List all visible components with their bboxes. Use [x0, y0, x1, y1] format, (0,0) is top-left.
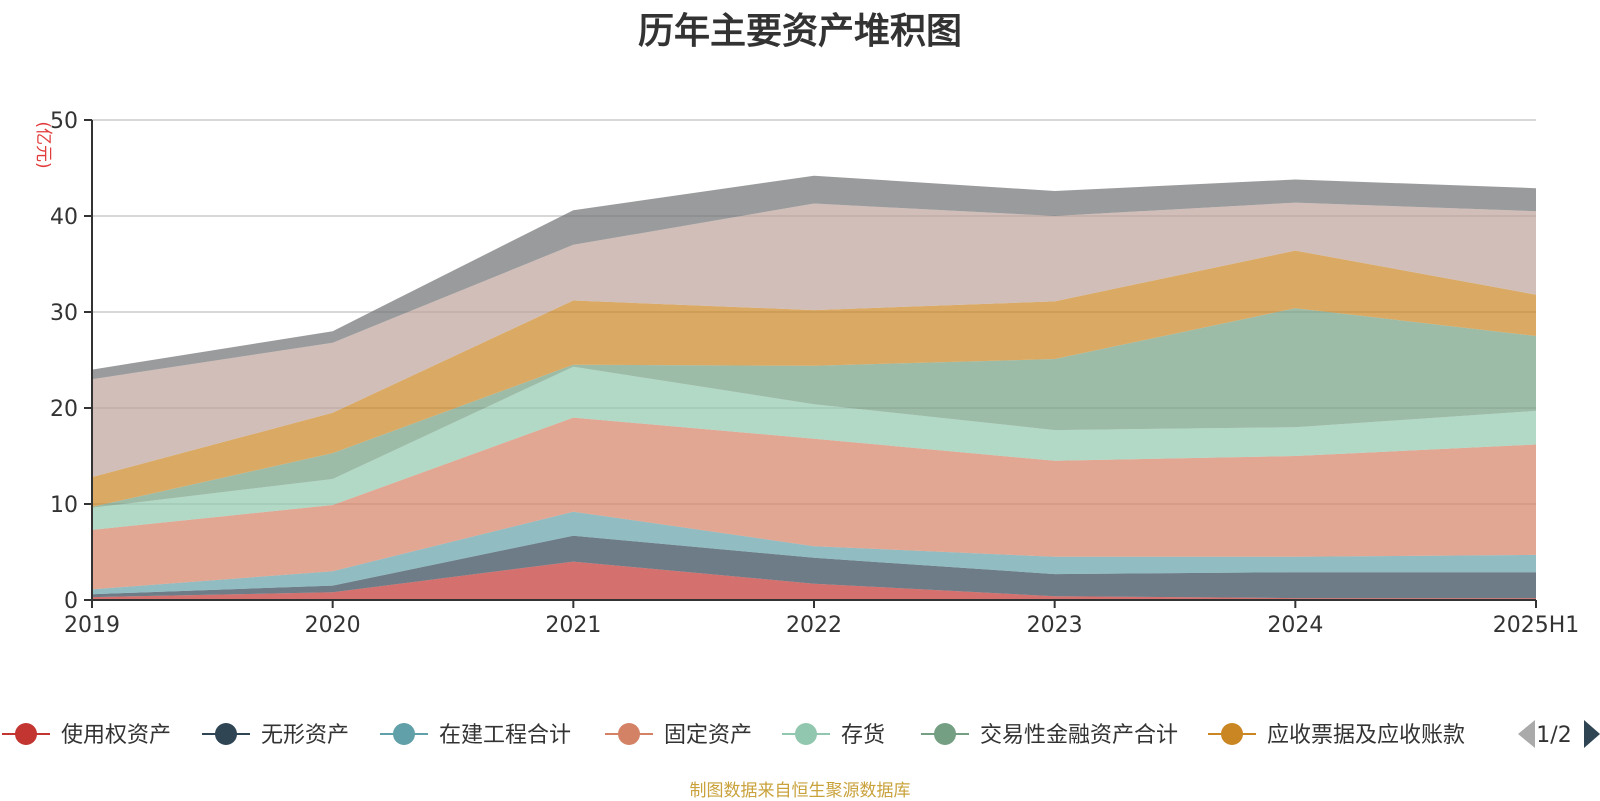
- legend-item[interactable]: 无形资产: [202, 723, 349, 748]
- legend-label: 无形资产: [261, 723, 349, 748]
- y-tick-label: 40: [50, 205, 78, 230]
- x-tick-label: 2025H1: [1493, 613, 1580, 638]
- legend-label: 使用权资产: [61, 723, 171, 748]
- legend-marker-icon: [393, 723, 415, 745]
- legend-label: 在建工程合计: [439, 723, 571, 748]
- area-series-5: [92, 366, 1536, 530]
- y-axis-unit-label: (亿元): [33, 121, 53, 168]
- legend: 使用权资产 无形资产 在建工程合计 固定资产 存货 交易性金融资产合计 应收票据及应收账款 1…: [2, 720, 1600, 748]
- area-series-8: [92, 202, 1536, 478]
- legend-item[interactable]: 存货: [782, 723, 885, 748]
- legend-marker-icon: [934, 723, 956, 745]
- legend-item[interactable]: 应收票据及应收账款: [1208, 723, 1465, 748]
- x-tick-label: 2020: [305, 613, 361, 638]
- x-tick-label: 2024: [1267, 613, 1323, 638]
- legend-marker-icon: [215, 723, 237, 745]
- legend-item[interactable]: 在建工程合计: [380, 723, 571, 748]
- area-series-2: [92, 535, 1536, 599]
- legend-marker-icon: [15, 723, 37, 745]
- area-series-9: [92, 175, 1536, 380]
- legend-item[interactable]: 交易性金融资产合计: [921, 723, 1178, 748]
- legend-label: 存货: [841, 723, 885, 748]
- area-series: [92, 175, 1536, 600]
- area-series-3: [92, 511, 1536, 595]
- x-tick-label: 2019: [64, 613, 120, 638]
- x-tick-label: 2022: [786, 613, 842, 638]
- legend-item[interactable]: 固定资产: [605, 723, 752, 748]
- legend-next-icon[interactable]: [1584, 720, 1600, 748]
- x-tick-label: 2021: [545, 613, 601, 638]
- legend-label: 应收票据及应收账款: [1267, 723, 1465, 748]
- y-tick-label: 30: [50, 301, 78, 326]
- x-tick-label: 2023: [1027, 613, 1083, 638]
- area-series-1: [92, 561, 1536, 600]
- legend-marker-icon: [795, 723, 817, 745]
- legend-marker-icon: [618, 723, 640, 745]
- legend-page-indicator: 1/2: [1536, 723, 1571, 748]
- legend-prev-icon[interactable]: [1518, 720, 1535, 748]
- legend-label: 交易性金融资产合计: [980, 723, 1178, 748]
- legend-label: 固定资产: [664, 723, 752, 748]
- chart-title: 历年主要资产堆积图: [637, 11, 962, 52]
- area-series-7: [92, 250, 1536, 507]
- y-tick-label: 50: [50, 109, 78, 134]
- y-tick-label: 0: [64, 589, 78, 614]
- legend-marker-icon: [1221, 723, 1243, 745]
- y-tick-label: 20: [50, 397, 78, 422]
- y-tick-label: 10: [50, 493, 78, 518]
- area-series-6: [92, 308, 1536, 508]
- data-source-note: 制图数据来自恒生聚源数据库: [689, 781, 911, 801]
- area-series-4: [92, 417, 1536, 590]
- axes: 0 10 20 30 40 50 2019 2020 2021 2022 2023 2024 2025H…: [33, 109, 1579, 638]
- legend-item[interactable]: 使用权资产: [2, 723, 171, 748]
